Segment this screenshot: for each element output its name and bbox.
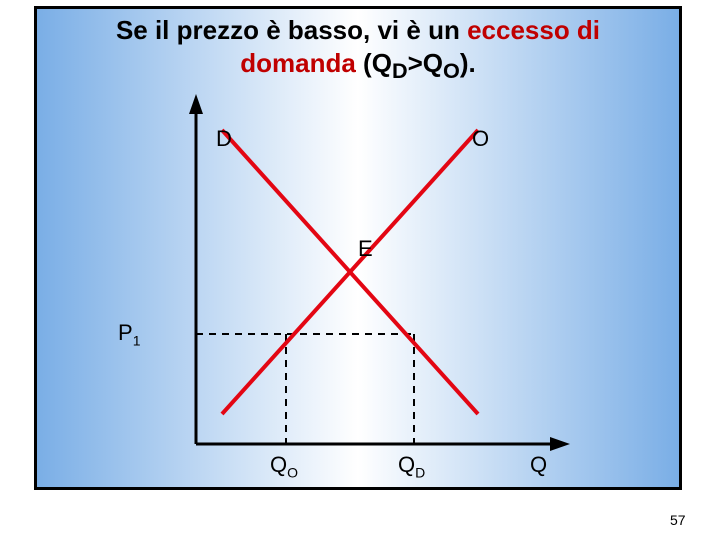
curves xyxy=(222,130,478,414)
label-p1: P1 xyxy=(118,320,140,348)
label-qo-main: Q xyxy=(270,452,287,477)
label-qd-sub: D xyxy=(415,464,425,480)
axes xyxy=(189,94,570,451)
slide: Se il prezzo è basso, vi è un eccesso di… xyxy=(0,0,720,540)
label-qd-main: Q xyxy=(398,452,415,477)
label-p1-main: P xyxy=(118,320,133,345)
label-p1-sub: 1 xyxy=(133,332,141,348)
label-qo: QO xyxy=(270,452,298,480)
page-number: 57 xyxy=(670,512,686,528)
label-o: O xyxy=(472,126,489,152)
label-d: D xyxy=(216,126,232,152)
label-e: E xyxy=(358,236,373,262)
chart-svg xyxy=(0,0,720,540)
label-qd: QD xyxy=(398,452,425,480)
label-q: Q xyxy=(530,452,547,478)
dashed-lines xyxy=(196,334,414,444)
label-qo-sub: O xyxy=(287,464,298,480)
